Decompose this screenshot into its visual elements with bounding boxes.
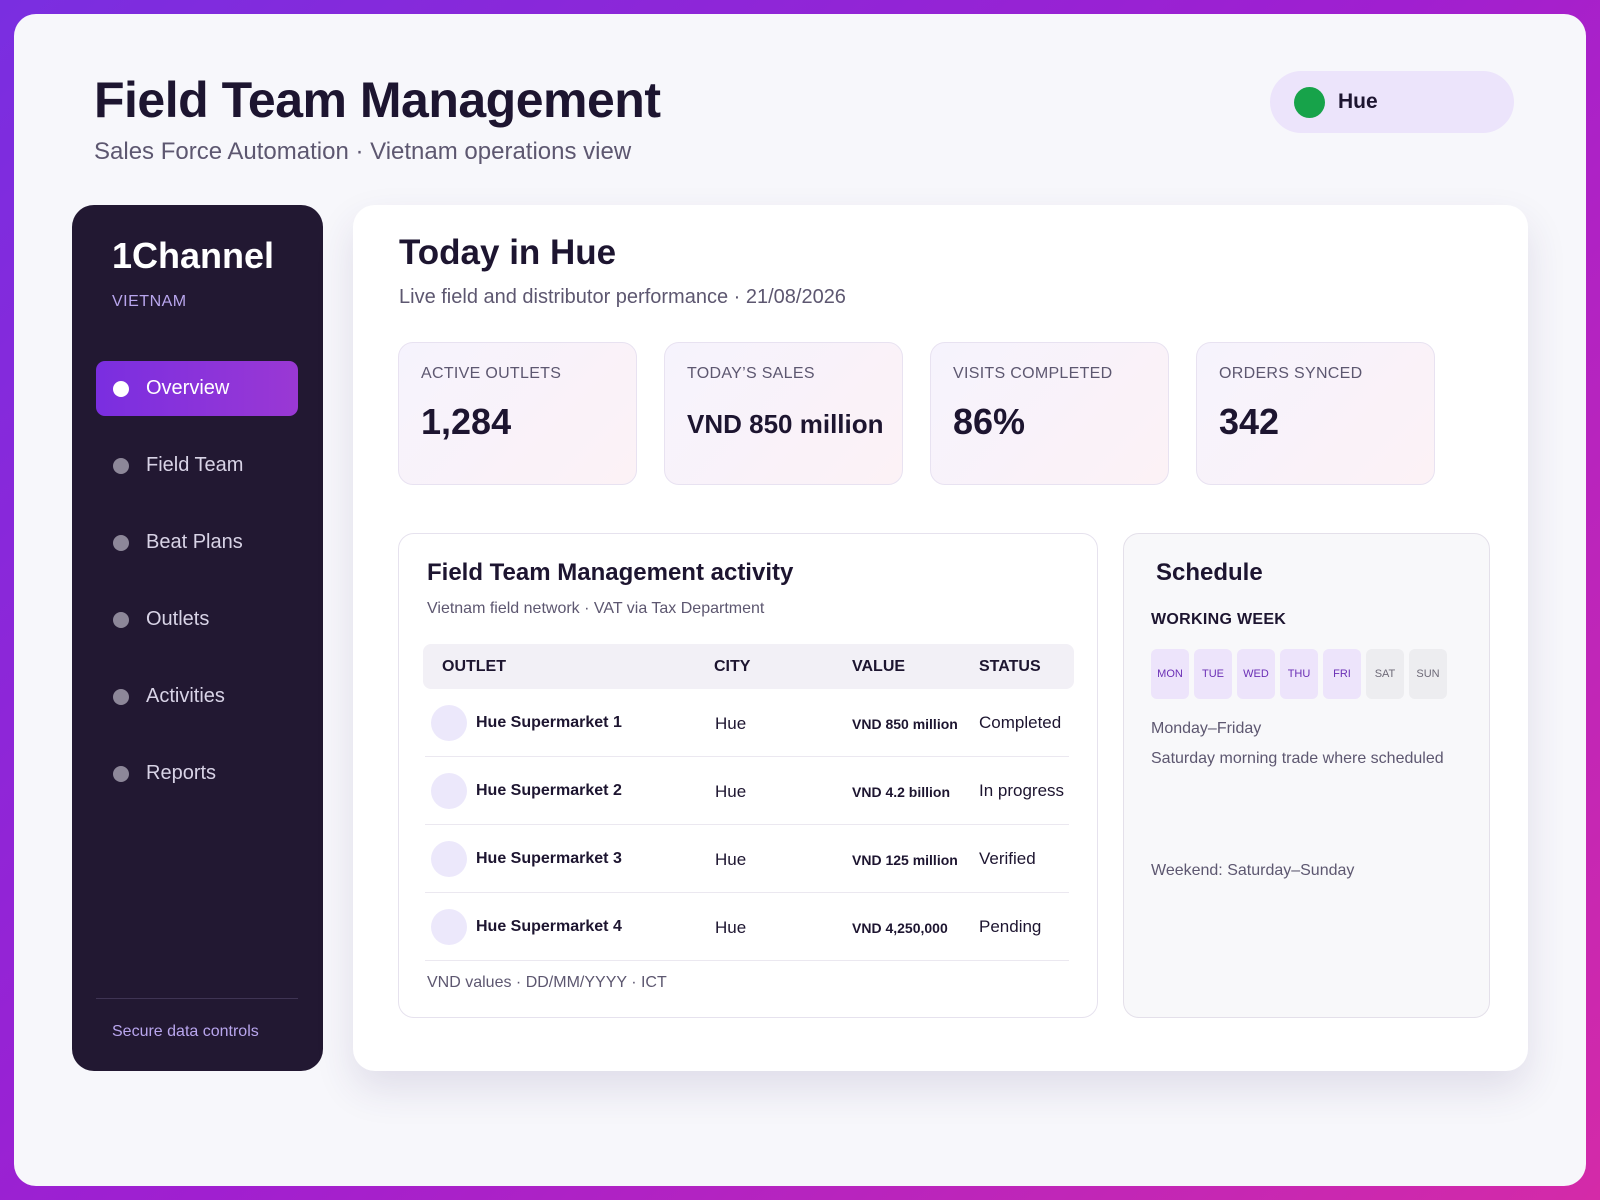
kpi-value: VND 850 million xyxy=(687,409,884,439)
sidebar-item-label: Field Team xyxy=(146,454,244,476)
page-title: Field Team Management xyxy=(94,72,661,128)
day-chip-sat[interactable]: SAT xyxy=(1366,649,1404,699)
kpi-label: ACTIVE OUTLETS xyxy=(421,365,562,382)
outlet-name: Hue Supermarket 4 xyxy=(476,918,622,935)
column-header-city[interactable]: CITY xyxy=(714,658,751,675)
avatar xyxy=(431,773,467,809)
outlet-city: Hue xyxy=(715,918,747,937)
brand-logo: 1Channel xyxy=(112,235,275,276)
main-panel: Today in Hue Live field and distributor … xyxy=(353,205,1528,1071)
kpi-value: 1,284 xyxy=(421,401,512,442)
kpi-card-orders-synced: ORDERS SYNCED 342 xyxy=(1196,342,1435,485)
sidebar-nav: Overview Field Team Beat Plans Outlets A… xyxy=(96,361,298,823)
status-badge: Pending xyxy=(979,917,1042,936)
kpi-value: 342 xyxy=(1219,401,1280,442)
table-row[interactable]: Hue Supermarket 1 Hue VND 850 million Co… xyxy=(425,689,1069,757)
schedule-panel: Schedule WORKING WEEK MON TUE WED THU FR… xyxy=(1123,533,1490,1018)
sidebar-item-label: Outlets xyxy=(146,608,210,630)
sidebar-item-beat-plans[interactable]: Beat Plans xyxy=(96,515,298,570)
schedule-weekend: Weekend: Saturday–Sunday xyxy=(1151,862,1355,879)
weekday-strip: MON TUE WED THU FRI SAT SUN xyxy=(1151,649,1452,699)
day-chip-sun[interactable]: SUN xyxy=(1409,649,1447,699)
page-subtitle: Sales Force Automation · Vietnam operati… xyxy=(94,138,632,165)
sidebar-item-field-team[interactable]: Field Team xyxy=(96,438,298,493)
activity-footer: VND values · DD/MM/YYYY · ICT xyxy=(427,974,667,991)
sidebar-item-label: Beat Plans xyxy=(146,531,243,553)
avatar xyxy=(431,909,467,945)
bullet-icon xyxy=(113,534,129,551)
app-frame: Field Team Management Sales Force Automa… xyxy=(14,14,1586,1186)
sidebar-item-label: Overview xyxy=(146,377,230,399)
activity-title: Field Team Management activity xyxy=(427,559,794,586)
avatar xyxy=(431,705,467,741)
secure-data-link[interactable]: Secure data controls xyxy=(112,1023,259,1040)
status-badge: Completed xyxy=(979,713,1062,732)
bullet-icon xyxy=(113,688,129,705)
schedule-working-days: Monday–Friday xyxy=(1151,720,1262,737)
main-subtitle: Live field and distributor performance ·… xyxy=(399,286,846,308)
brand-country: VIETNAM xyxy=(112,293,187,310)
city-selector-label: Hue xyxy=(1338,90,1378,113)
kpi-label: TODAY’S SALES xyxy=(687,365,815,382)
page-header: Field Team Management Sales Force Automa… xyxy=(94,70,661,166)
kpi-card-todays-sales: TODAY’S SALES VND 850 million xyxy=(664,342,903,485)
schedule-title: Schedule xyxy=(1156,559,1263,586)
outlet-value: VND 4.2 billion xyxy=(852,784,951,800)
table-row[interactable]: Hue Supermarket 2 Hue VND 4.2 billion In… xyxy=(425,757,1069,825)
sidebar-item-label: Activities xyxy=(146,685,225,707)
status-dot-icon xyxy=(1294,86,1325,118)
bullet-icon xyxy=(113,457,129,474)
day-chip-tue[interactable]: TUE xyxy=(1194,649,1232,699)
outlet-city: Hue xyxy=(715,782,747,801)
outlet-city: Hue xyxy=(715,850,747,869)
kpi-card-visits-completed: VISITS COMPLETED 86% xyxy=(930,342,1169,485)
sidebar-item-overview[interactable]: Overview xyxy=(96,361,298,416)
day-chip-fri[interactable]: FRI xyxy=(1323,649,1361,699)
main-title: Today in Hue xyxy=(399,233,617,272)
avatar xyxy=(431,841,467,877)
outlet-value: VND 125 million xyxy=(852,852,958,868)
kpi-value: 86% xyxy=(953,401,1026,442)
bullet-icon xyxy=(113,611,129,628)
column-header-status[interactable]: STATUS xyxy=(979,658,1041,675)
sidebar-item-reports[interactable]: Reports xyxy=(96,746,298,801)
sidebar-divider xyxy=(96,998,298,999)
schedule-saturday-note: Saturday morning trade where scheduled xyxy=(1151,750,1444,767)
kpi-card-active-outlets: ACTIVE OUTLETS 1,284 xyxy=(398,342,637,485)
activity-panel: Field Team Management activity Vietnam f… xyxy=(398,533,1098,1018)
bullet-icon xyxy=(113,765,129,782)
sidebar: 1Channel VIETNAM Overview Field Team Bea… xyxy=(72,205,323,1071)
outlet-value: VND 850 million xyxy=(852,716,958,732)
status-badge: Verified xyxy=(979,849,1036,868)
outlet-city: Hue xyxy=(715,714,747,733)
sidebar-item-activities[interactable]: Activities xyxy=(96,669,298,724)
day-chip-mon[interactable]: MON xyxy=(1151,649,1189,699)
activity-subtitle: Vietnam field network · VAT via Tax Depa… xyxy=(427,600,765,617)
kpi-label: ORDERS SYNCED xyxy=(1219,365,1363,382)
status-badge: In progress xyxy=(979,781,1065,800)
outlet-value: VND 4,250,000 xyxy=(852,920,948,936)
sidebar-item-label: Reports xyxy=(146,762,217,784)
day-chip-wed[interactable]: WED xyxy=(1237,649,1275,699)
bullet-icon xyxy=(113,380,129,397)
kpi-row: ACTIVE OUTLETS 1,284 TODAY’S SALES VND 8… xyxy=(398,342,1462,485)
column-header-value[interactable]: VALUE xyxy=(852,658,906,675)
column-header-outlet[interactable]: OUTLET xyxy=(442,658,506,675)
sidebar-item-outlets[interactable]: Outlets xyxy=(96,592,298,647)
outlet-name: Hue Supermarket 3 xyxy=(476,850,622,867)
table-row[interactable]: Hue Supermarket 3 Hue VND 125 million Ve… xyxy=(425,825,1069,893)
outlet-name: Hue Supermarket 1 xyxy=(476,714,622,731)
table-header: OUTLET CITY VALUE STATUS xyxy=(423,644,1074,689)
kpi-label: VISITS COMPLETED xyxy=(953,365,1113,382)
schedule-subtitle: WORKING WEEK xyxy=(1151,611,1287,628)
table-row[interactable]: Hue Supermarket 4 Hue VND 4,250,000 Pend… xyxy=(425,893,1069,961)
city-selector[interactable]: Hue xyxy=(1270,71,1514,133)
outlet-name: Hue Supermarket 2 xyxy=(476,782,622,799)
day-chip-thu[interactable]: THU xyxy=(1280,649,1318,699)
